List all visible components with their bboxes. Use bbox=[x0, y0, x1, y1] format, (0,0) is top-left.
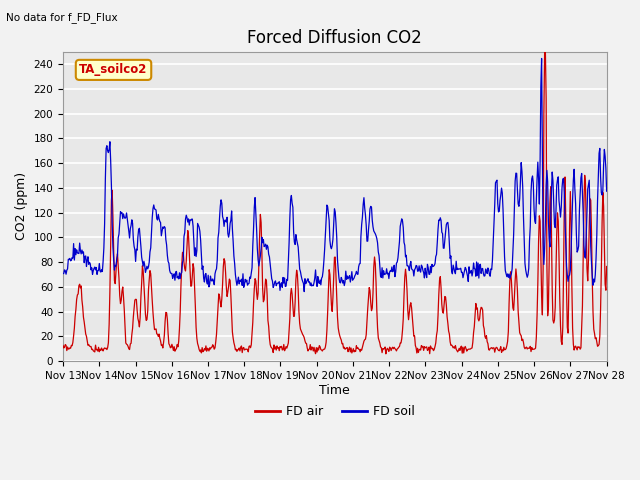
Text: TA_soilco2: TA_soilco2 bbox=[79, 63, 148, 76]
Text: No data for f_FD_Flux: No data for f_FD_Flux bbox=[6, 12, 118, 23]
X-axis label: Time: Time bbox=[319, 384, 350, 396]
Title: Forced Diffusion CO2: Forced Diffusion CO2 bbox=[248, 29, 422, 48]
Legend: FD air, FD soil: FD air, FD soil bbox=[250, 400, 420, 423]
Y-axis label: CO2 (ppm): CO2 (ppm) bbox=[15, 172, 28, 240]
